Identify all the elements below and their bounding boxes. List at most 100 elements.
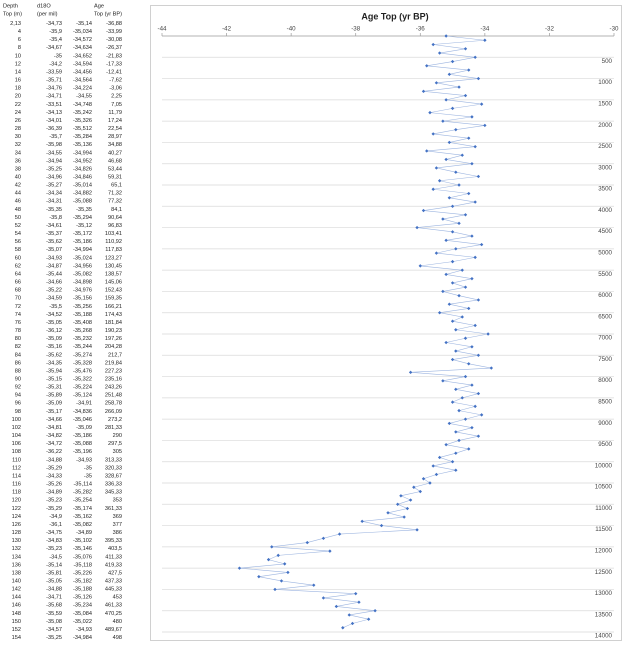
y-tick-label: 9000: [598, 420, 612, 427]
data-point: [444, 238, 448, 243]
table-cell: 190,23: [105, 328, 122, 334]
table-cell: 62: [15, 263, 21, 269]
table-cell: 197,26: [105, 336, 122, 342]
table-cell: -35,62: [46, 352, 62, 358]
x-tick-label: -38: [351, 26, 361, 33]
table-cell: -35: [54, 53, 62, 59]
table-cell: -35,174: [73, 506, 92, 512]
table-cell: 227,23: [105, 368, 122, 374]
table-cell: -35,17: [46, 409, 62, 415]
table-cell: -35,274: [73, 352, 92, 358]
data-point: [470, 383, 474, 387]
table-cell: 36: [15, 158, 21, 164]
data-point: [476, 76, 481, 81]
data-point: [463, 374, 468, 379]
data-point: [321, 536, 326, 541]
data-point: [408, 498, 413, 502]
table-cell: 46: [15, 199, 21, 205]
table-cell: -34,75: [46, 530, 62, 536]
table-cell: 166,21: [105, 304, 122, 310]
table-cell: 90,64: [108, 215, 122, 221]
table-cell: 128: [12, 530, 21, 536]
table-cell: 110,92: [105, 239, 122, 245]
table-cell: 34,88: [108, 142, 122, 148]
table-cell: -34,94: [46, 158, 62, 164]
table-cell: 498: [113, 635, 122, 641]
table-cell: 76: [15, 320, 21, 326]
table-cell: -35,186: [73, 433, 92, 439]
table-cell: -35,12: [76, 223, 92, 229]
table-cell: 96,83: [108, 223, 122, 229]
table-cell: 328,67: [105, 473, 122, 479]
table-cell: -35,328: [73, 360, 92, 366]
table-cell: 489,67: [105, 627, 122, 633]
data-point: [486, 332, 490, 336]
data-point: [434, 472, 439, 477]
table-cell: 78: [15, 328, 21, 334]
table-cell: -35,256: [73, 304, 92, 310]
data-point: [276, 553, 280, 558]
table-cell: -34,956: [73, 263, 92, 269]
table-cell: -35,05: [46, 320, 62, 326]
table-cell: -35,326: [73, 118, 92, 124]
data-point: [328, 549, 332, 553]
table-cell: -35,07: [46, 247, 62, 253]
data-point: [447, 421, 452, 426]
table-cell: 123,27: [105, 255, 122, 261]
data-point: [450, 204, 455, 208]
table-cell: 11,79: [108, 110, 122, 116]
table-cell: 18: [15, 86, 21, 92]
data-point: [450, 400, 455, 404]
y-tick-label: 8000: [598, 377, 612, 384]
table-cell: -35,076: [73, 554, 92, 560]
table-cell: 38: [15, 166, 21, 172]
x-tick-label: -32: [545, 26, 555, 33]
y-tick-label: 9500: [598, 441, 612, 448]
table-cell: -34,93: [46, 255, 62, 261]
table-cell: -35,408: [73, 320, 92, 326]
data-point: [444, 272, 448, 277]
data-point: [305, 540, 309, 545]
table-cell: -35,322: [73, 377, 92, 383]
table-cell: 243,26: [105, 385, 122, 391]
table-cell: -34,81: [46, 425, 62, 431]
data-point: [421, 89, 426, 94]
data-point: [473, 404, 477, 409]
table-cell: -35,98: [46, 142, 62, 148]
data-point: [408, 370, 413, 375]
table-cell: -21,83: [106, 53, 122, 59]
table-cell: 138: [12, 570, 21, 576]
data-point: [454, 127, 458, 132]
table-cell: 150: [12, 619, 21, 625]
table-cell: 136: [12, 562, 21, 568]
table-cell: -35,29: [46, 506, 62, 512]
table-cell: 219,84: [105, 360, 122, 366]
data-point: [341, 626, 345, 630]
data-point: [428, 110, 432, 115]
table-cell: 24: [15, 110, 21, 116]
table-cell: 48: [15, 207, 21, 213]
table-cell: -35,25: [46, 635, 62, 641]
y-tick-label: 7000: [598, 335, 612, 342]
table-cell: 64: [15, 271, 21, 277]
table-cell: -35,89: [46, 393, 62, 399]
data-point: [321, 596, 326, 600]
table-cell: 345,33: [105, 490, 122, 496]
data-point: [425, 64, 429, 68]
table-cell: 336,33: [105, 482, 122, 488]
data-point: [354, 591, 358, 596]
chart-title: Age Top (yr BP): [361, 11, 428, 21]
table-cell: -34,13: [46, 110, 62, 116]
table-cell: -35,254: [73, 498, 92, 504]
table-cell: -34,836: [73, 409, 92, 415]
data-point: [457, 293, 461, 298]
table-cell: -35,022: [73, 619, 92, 625]
table-cell: 90: [15, 377, 21, 383]
table-cell: -34,652: [73, 53, 92, 59]
table-cell: -34,01: [46, 118, 62, 124]
data-point: [450, 460, 455, 464]
table-cell: 100: [12, 417, 21, 423]
data-point: [454, 430, 458, 434]
column-header: d18O: [37, 3, 51, 9]
data-point: [463, 47, 468, 51]
